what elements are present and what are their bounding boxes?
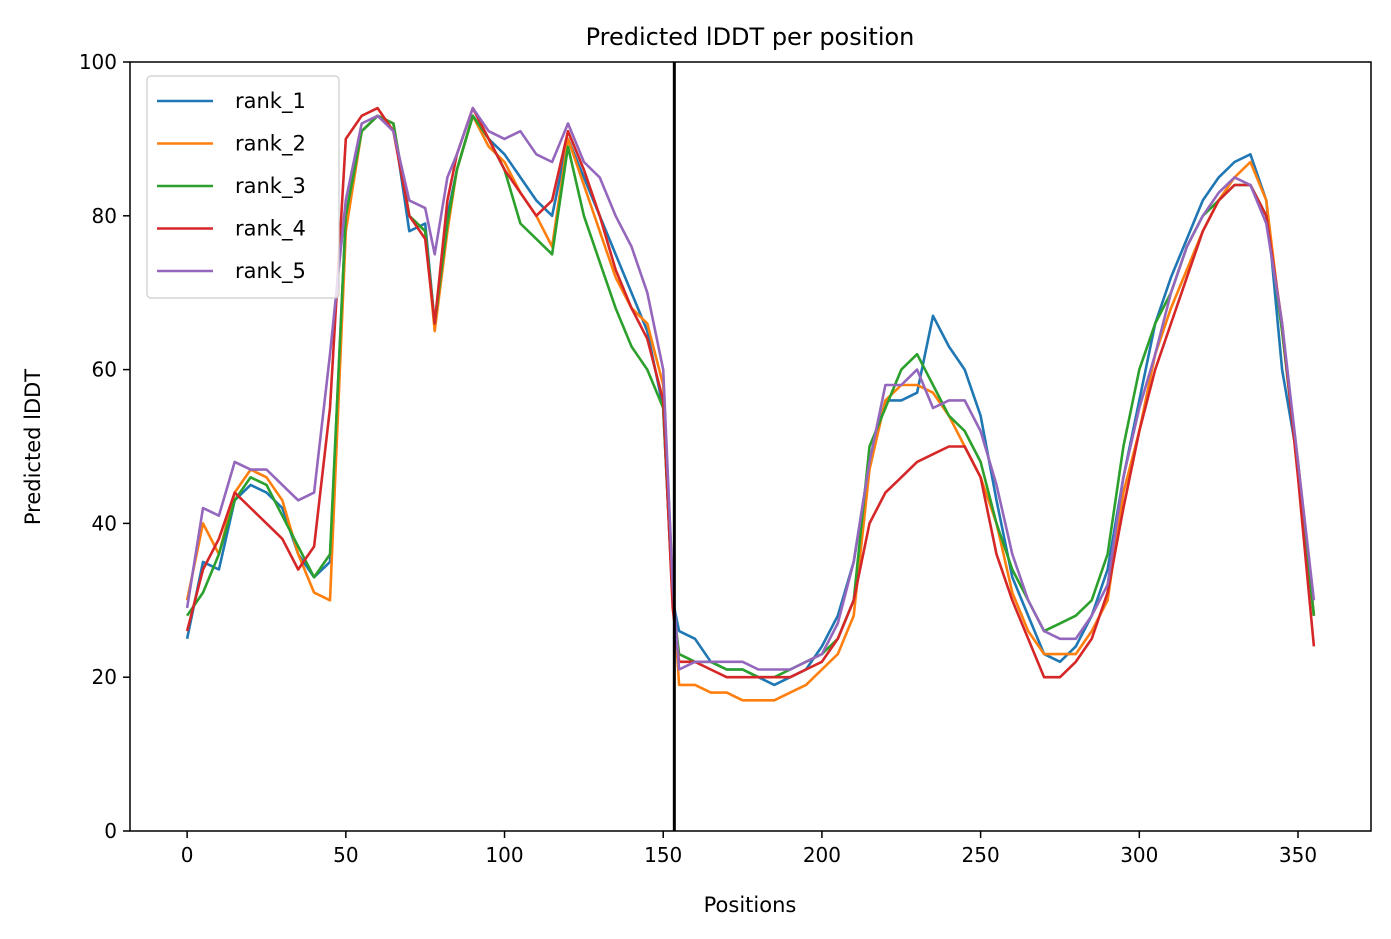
x-tick-label: 250 (962, 843, 1000, 867)
y-tick-label: 100 (79, 50, 117, 74)
y-axis-title: Predicted lDDT (21, 369, 45, 525)
legend-label-rank_5: rank_5 (235, 259, 306, 284)
y-axis-ticks: 0 20 40 60 80 100 (79, 50, 130, 843)
legend-label-rank_4: rank_4 (235, 217, 306, 242)
legend-label-rank_1: rank_1 (235, 89, 306, 114)
x-tick-label: 350 (1279, 843, 1317, 867)
plot-frame (129, 61, 1372, 832)
series-line-rank_4 (185, 106, 1316, 679)
y-tick-label: 20 (92, 665, 117, 689)
x-tick-label: 200 (803, 843, 841, 867)
legend-label-rank_2: rank_2 (235, 132, 306, 157)
chart-title: Predicted lDDT per position (586, 23, 915, 51)
x-tick-label: 100 (485, 843, 523, 867)
x-tick-label: 50 (333, 843, 358, 867)
x-axis-title: Positions (704, 893, 797, 917)
y-tick-label: 80 (92, 204, 117, 228)
x-axis-ticks: 0 50 100 150 200 250 300 350 (181, 831, 1317, 867)
y-tick-label: 40 (92, 511, 117, 535)
legend: rank_1 rank_2 rank_3 rank_4 rank_5 (146, 75, 340, 299)
x-tick-label: 300 (1120, 843, 1158, 867)
x-tick-label: 150 (644, 843, 682, 867)
plot-lines (185, 106, 1316, 702)
series-line-rank_5 (185, 106, 1316, 671)
legend-box (146, 75, 340, 299)
y-tick-label: 0 (104, 819, 117, 843)
legend-label-rank_3: rank_3 (235, 174, 306, 199)
y-tick-label: 60 (92, 358, 117, 382)
x-tick-label: 0 (181, 843, 194, 867)
